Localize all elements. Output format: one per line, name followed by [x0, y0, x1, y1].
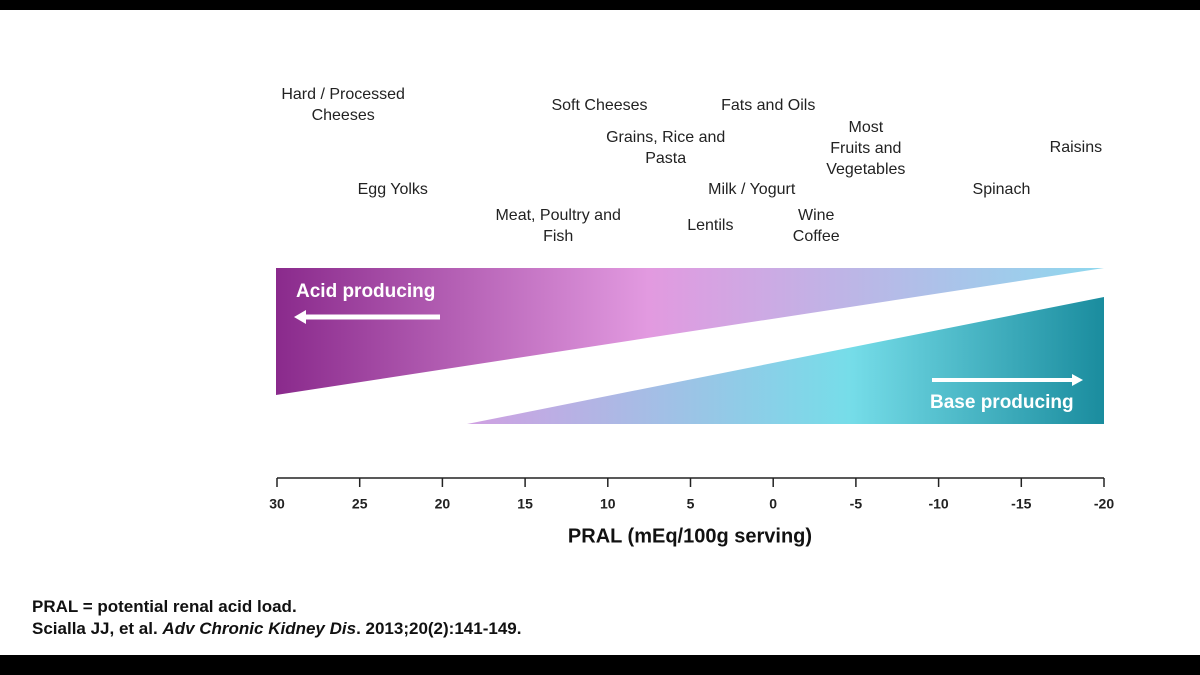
base-wedge: [467, 297, 1104, 424]
food-label: Milk / Yogurt: [708, 181, 796, 198]
base-arrowhead: [1072, 374, 1083, 386]
food-label: Soft Cheeses: [551, 97, 647, 114]
food-label-line: Most: [848, 119, 883, 136]
x-tick-label: 5: [687, 496, 695, 512]
food-label-line: Grains, Rice and: [606, 129, 725, 146]
food-label: Fats and Oils: [721, 97, 815, 114]
x-tick-label: -15: [1011, 496, 1031, 512]
food-label-line: Fats and Oils: [721, 97, 815, 114]
food-label-line: Pasta: [645, 150, 686, 167]
food-label: Egg Yolks: [358, 181, 428, 198]
x-tick-label: 10: [600, 496, 616, 512]
citation-journal: Adv Chronic Kidney Dis: [162, 619, 357, 638]
base-label: Base producing: [930, 392, 1074, 413]
citation-authors: Scialla JJ, et al.: [32, 619, 163, 638]
top-bar: [0, 0, 1200, 10]
food-label-line: Hard / Processed: [281, 86, 405, 103]
food-label-line: Soft Cheeses: [551, 97, 647, 114]
food-label: Hard / Processed Cheeses: [281, 86, 405, 124]
food-label-line: Meat, Poultry and: [495, 207, 620, 224]
food-label: Spinach: [973, 181, 1031, 198]
x-tick-label: 30: [269, 496, 285, 512]
food-label: Lentils: [687, 217, 733, 234]
definition: PRAL = potential renal acid load.: [32, 597, 297, 616]
food-label: Most Fruits and Vegetables: [826, 119, 905, 178]
food-label-line: Lentils: [687, 217, 733, 234]
food-label: Grains, Rice and Pasta: [606, 129, 725, 167]
food-label-line: Vegetables: [826, 161, 905, 178]
x-axis-title: PRAL (mEq/100g serving): [568, 525, 812, 547]
citation-details: . 2013;20(2):141-149.: [356, 619, 522, 638]
x-tick-label: 15: [517, 496, 533, 512]
x-tick-label: 25: [352, 496, 368, 512]
food-label-line: Fruits and: [830, 140, 901, 157]
food-label-line: Coffee: [793, 228, 840, 245]
food-label-line: Egg Yolks: [358, 181, 428, 198]
food-label-line: Cheeses: [312, 107, 375, 124]
food-label: Wine Coffee: [793, 207, 840, 245]
x-tick-label: 20: [435, 496, 451, 512]
food-label: Meat, Poultry and Fish: [495, 207, 620, 245]
x-tick-label: 0: [769, 496, 777, 512]
food-label-line: Milk / Yogurt: [708, 181, 796, 198]
x-tick-label: -20: [1094, 496, 1114, 512]
acid-arrowhead: [294, 310, 306, 324]
food-label-line: Fish: [543, 228, 573, 245]
food-label-line: Spinach: [973, 181, 1031, 198]
food-label-line: Wine: [798, 207, 835, 224]
food-label-line: Raisins: [1050, 139, 1102, 156]
citation: Scialla JJ, et al. Adv Chronic Kidney Di…: [32, 618, 521, 640]
bottom-bar: [0, 655, 1200, 675]
acid-label: Acid producing: [296, 281, 435, 302]
x-tick-label: -5: [850, 496, 863, 512]
food-label: Raisins: [1050, 139, 1102, 156]
acid-wedge: [276, 268, 1104, 395]
x-tick-label: -10: [928, 496, 948, 512]
footnote: PRAL = potential renal acid load. Scialla…: [32, 596, 521, 640]
